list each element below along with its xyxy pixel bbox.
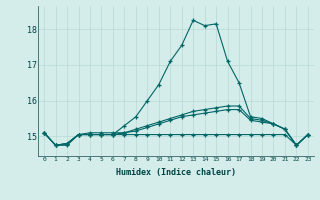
X-axis label: Humidex (Indice chaleur): Humidex (Indice chaleur)	[116, 168, 236, 177]
